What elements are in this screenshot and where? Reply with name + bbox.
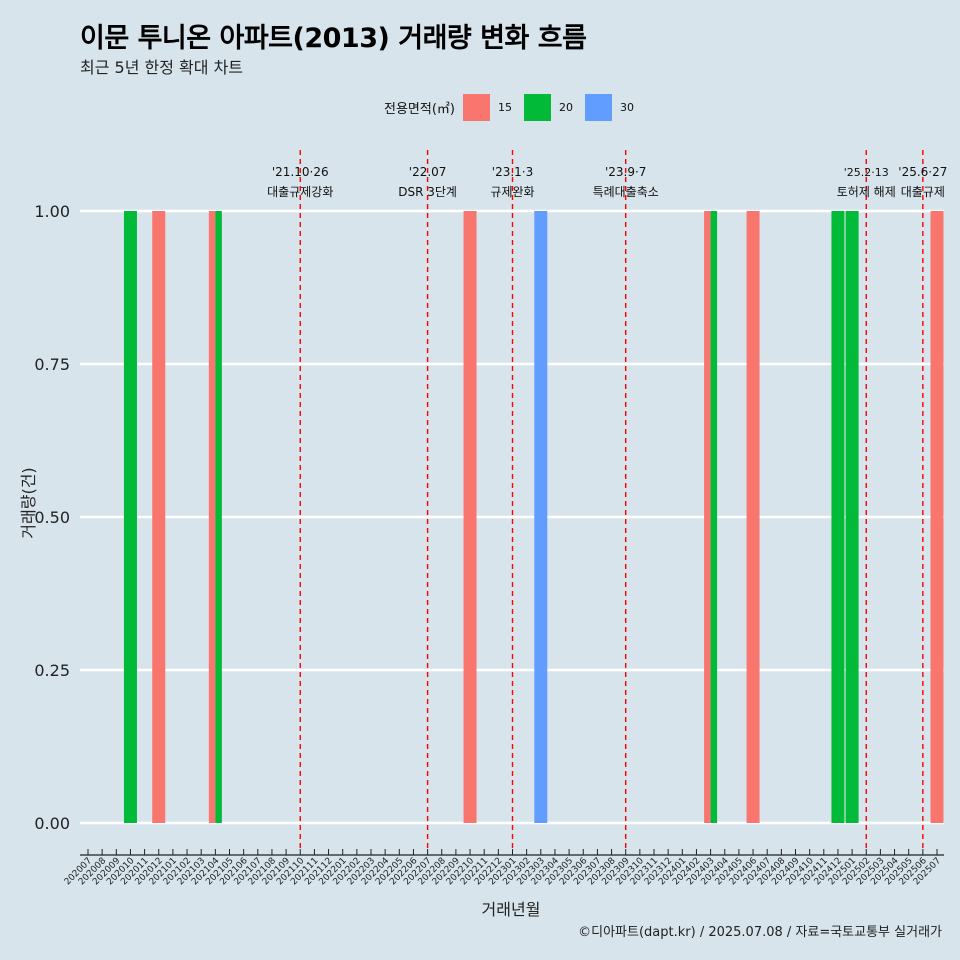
y-tick-label: 1.00	[34, 202, 70, 221]
chart-title: 이문 투니온 아파트(2013) 거래량 변화 흐름	[80, 23, 587, 54]
event-text-label: 토허제 해제	[837, 185, 896, 199]
event-text-label: 특례대출축소	[593, 185, 659, 199]
legend-swatch-15	[462, 93, 490, 121]
bar	[123, 211, 137, 823]
bar	[710, 211, 718, 823]
y-tick-label: 0.25	[34, 661, 70, 680]
chart-subtitle: 최근 5년 한정 확대 차트	[80, 58, 244, 77]
event-date-label: '23.9·7	[605, 165, 646, 179]
event-date-label: '21.10·26	[272, 165, 329, 179]
bar	[215, 211, 222, 823]
bar	[152, 211, 166, 823]
event-date-label: '25.6·27	[898, 165, 947, 179]
bar	[463, 211, 477, 823]
legend-item-15: 15	[462, 93, 522, 121]
event-text-label: 대출규제강화	[267, 185, 333, 199]
y-tick-label: 0.50	[34, 508, 70, 527]
legend-label-20: 20	[558, 100, 573, 114]
legend-swatch-30	[584, 93, 612, 121]
bar	[930, 211, 944, 823]
source-caption: ©디아파트(dapt.kr) / 2025.07.08 / 자료=국토교통부 실…	[578, 925, 942, 940]
bar	[534, 211, 548, 823]
y-tick-label: 0.75	[34, 355, 70, 374]
legend-title: 전용면적(㎡)	[384, 101, 455, 117]
bar	[746, 211, 760, 823]
bar	[845, 211, 859, 823]
event-text-label: 규제완화	[490, 185, 534, 199]
event-text-label: 대출규제	[901, 185, 945, 199]
event-text-label: DSR 3단계	[398, 185, 457, 199]
bar	[831, 211, 845, 823]
bar	[208, 211, 216, 823]
event-date-label: '25.2·13	[844, 166, 889, 179]
bar	[704, 211, 711, 823]
y-axis-title: 거래량(건)	[19, 467, 38, 538]
legend-swatch-20	[523, 93, 551, 121]
legend-label-30: 30	[619, 100, 634, 114]
legend: 전용면적(㎡) 15 20 30	[384, 93, 644, 121]
legend-item-30: 30	[584, 93, 644, 121]
y-tick-label: 0.00	[34, 814, 70, 833]
x-axis-title: 거래년월	[482, 900, 541, 919]
legend-label-15: 15	[497, 100, 512, 114]
legend-item-20: 20	[523, 93, 583, 121]
event-date-label: '23.1·3	[492, 165, 533, 179]
event-date-label: '22.07	[409, 165, 447, 179]
